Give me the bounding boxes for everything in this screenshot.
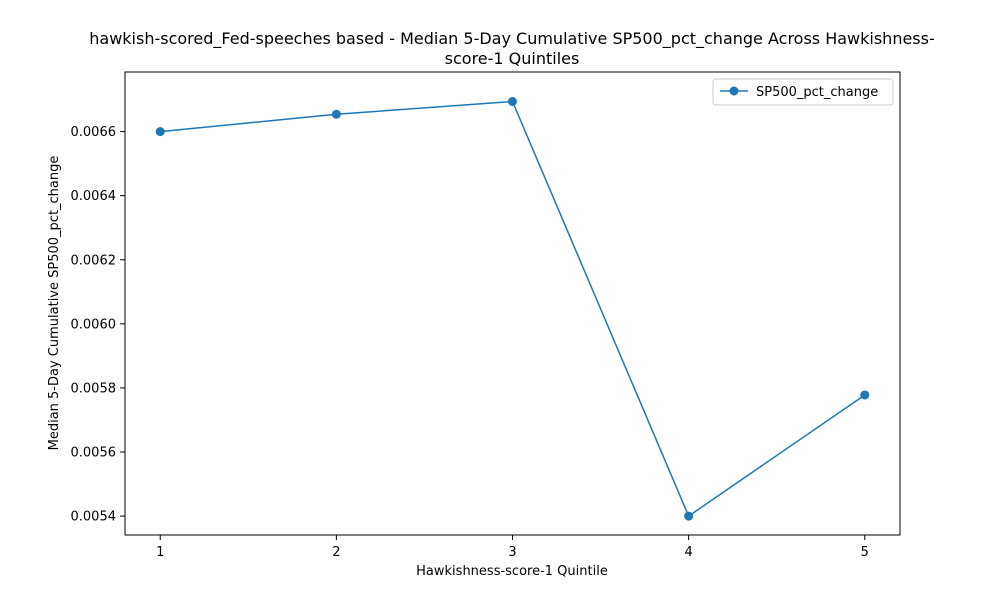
y-tick-label: 0.0056 — [71, 446, 117, 461]
data-point — [508, 96, 517, 106]
legend-marker — [729, 86, 739, 96]
legend-box — [712, 78, 894, 106]
x-axis-ticks: 1 2 3 4 5 — [156, 535, 869, 560]
chart-title-line-1: hawkish-scored_Fed-speeches based - Medi… — [89, 29, 935, 49]
x-tick-label: 3 — [508, 545, 516, 560]
data-point — [331, 109, 341, 119]
x-axis-label: Hawkishness-score-1 Quintile — [416, 564, 608, 579]
plot-area — [124, 71, 901, 536]
legend-entry-sp500-pct-change: SP500_pct_change — [756, 85, 878, 100]
legend: SP500_pct_change — [712, 78, 894, 106]
y-tick-label: 0.0066 — [71, 125, 117, 140]
y-axis-ticks: 0.0054 0.0056 0.0058 0.0060 0.0062 0.0064 0.00… — [71, 125, 125, 525]
y-tick-label: 0.0064 — [71, 189, 117, 204]
series-markers — [155, 96, 870, 521]
chart-title-line-2: score-1 Quintiles — [445, 49, 580, 68]
x-tick-label: 5 — [861, 545, 869, 560]
y-tick-label: 0.0062 — [71, 253, 117, 268]
y-tick-label: 0.0058 — [71, 381, 117, 396]
series-line-sp500-pct-change — [160, 100, 866, 518]
data-point — [860, 390, 870, 400]
y-tick-label: 0.0060 — [71, 317, 117, 332]
data-point — [684, 511, 694, 521]
x-tick-label: 1 — [156, 545, 164, 560]
data-point — [155, 127, 165, 137]
y-tick-label: 0.0054 — [71, 510, 117, 525]
x-tick-label: 4 — [684, 545, 692, 560]
y-axis-label: Median 5-Day Cumulative SP500_pct_change — [47, 156, 62, 451]
x-tick-label: 2 — [332, 545, 340, 560]
